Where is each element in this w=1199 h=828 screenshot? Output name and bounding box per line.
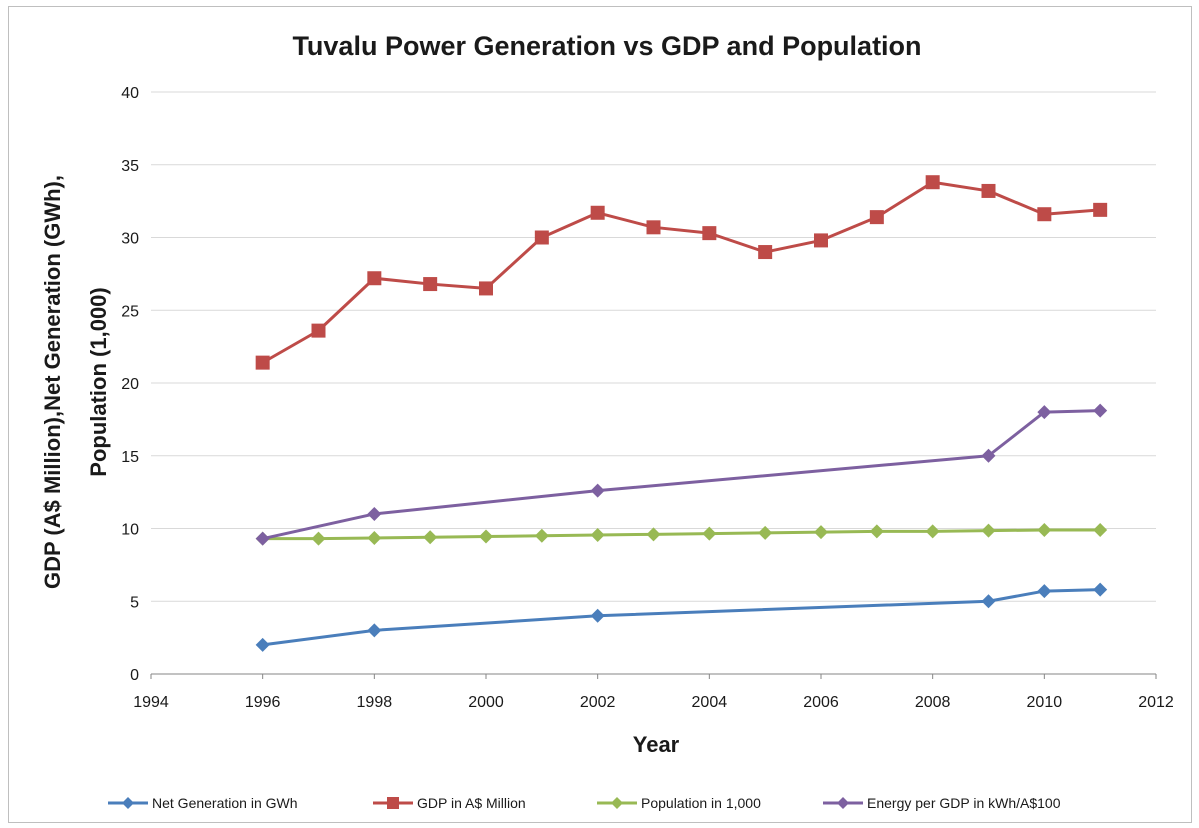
legend-label: Energy per GDP in kWh/A$100 [867, 795, 1061, 811]
data-point [814, 525, 828, 540]
x-tick-labels: 1994 1996 1998 2000 2002 2004 2006 2008 2010 2012 [133, 694, 1174, 711]
series-layer [255, 175, 1108, 652]
data-point [869, 210, 884, 225]
legend-item-1: Net Generation in GWh [108, 795, 298, 811]
data-point [534, 230, 549, 245]
x-tick-label: 2008 [915, 694, 951, 711]
series-2 [255, 175, 1108, 370]
legend-marker [387, 797, 399, 809]
series-line [262, 588, 1101, 647]
data-point [814, 233, 828, 248]
data-point [1037, 522, 1052, 537]
data-point [479, 529, 493, 544]
data-point [311, 323, 326, 338]
x-tick-label: 2012 [1138, 694, 1174, 711]
legend-marker [837, 797, 849, 809]
data-point [1093, 403, 1108, 418]
data-point [479, 281, 493, 296]
y-tick-label: 15 [121, 449, 139, 466]
data-point [925, 175, 940, 190]
data-point [367, 506, 382, 521]
chart-frame [8, 6, 1192, 823]
x-tick-label: 2002 [580, 694, 616, 711]
data-point [534, 528, 549, 543]
legend-label: Net Generation in GWh [152, 795, 298, 811]
data-point [367, 271, 382, 286]
data-point [758, 525, 773, 540]
data-point [1093, 202, 1108, 217]
x-tick-label: 2010 [1027, 694, 1063, 711]
legend-marker [611, 797, 623, 809]
data-point [367, 530, 382, 545]
data-point [590, 483, 605, 498]
data-point [423, 530, 438, 545]
legend-marker [122, 797, 134, 809]
grid [150, 91, 1157, 679]
x-tick-label: 2000 [468, 694, 504, 711]
data-point [255, 355, 270, 370]
series-3 [255, 522, 1108, 546]
data-point [1093, 582, 1108, 597]
legend-item-2: GDP in A$ Million [373, 795, 526, 811]
x-axis-label: Year [633, 732, 680, 757]
data-point [367, 623, 382, 638]
legend: Net Generation in GWh GDP in A$ Million Po… [108, 795, 1061, 811]
data-point [981, 448, 996, 463]
data-point [590, 528, 605, 543]
data-point [702, 226, 717, 241]
data-point [646, 220, 661, 235]
y-tick-label: 25 [121, 303, 139, 320]
y-tick-label: 0 [130, 667, 139, 684]
data-point [925, 524, 940, 539]
data-point [981, 594, 996, 609]
x-tick-label: 1996 [245, 694, 281, 711]
chart-title: Tuvalu Power Generation vs GDP and Popul… [292, 31, 921, 61]
x-tick-label: 2004 [692, 694, 728, 711]
x-tick-label: 1994 [133, 694, 169, 711]
x-tick-label: 2006 [803, 694, 839, 711]
y-tick-label: 35 [121, 158, 139, 175]
data-point [590, 608, 605, 623]
y-axis-label-line-2: Population (1,000) [86, 287, 111, 476]
data-point [255, 637, 270, 652]
data-point [423, 277, 438, 292]
y-tick-label: 30 [121, 231, 139, 248]
data-point [981, 523, 996, 538]
data-point [646, 527, 661, 542]
y-tick-labels: 0 5 10 15 20 25 30 35 40 [121, 85, 139, 684]
y-axis-label-line-1: GDP (A$ Million),Net Generation (GWh), [40, 175, 65, 589]
legend-item-3: Population in 1,000 [597, 795, 761, 811]
y-tick-label: 5 [130, 594, 139, 611]
y-tick-label: 10 [121, 522, 139, 539]
x-tick-label: 1998 [357, 694, 393, 711]
series-4 [255, 403, 1108, 546]
data-point [1093, 522, 1108, 537]
series-line [261, 180, 1101, 364]
y-tick-label: 40 [121, 85, 139, 102]
series-1 [255, 582, 1108, 652]
data-point [255, 531, 270, 546]
legend-label: Population in 1,000 [641, 795, 761, 811]
data-point [590, 205, 605, 220]
legend-item-4: Energy per GDP in kWh/A$100 [823, 795, 1061, 811]
series-line [262, 409, 1101, 541]
data-point [311, 531, 326, 546]
data-point [1037, 584, 1052, 599]
y-axis-label: GDP (A$ Million),Net Generation (GWh), P… [40, 175, 111, 589]
data-point [981, 183, 996, 198]
data-point [702, 526, 717, 541]
series-line [262, 528, 1101, 541]
y-tick-label: 20 [121, 376, 139, 393]
data-point [869, 524, 884, 539]
legend-label: GDP in A$ Million [417, 795, 526, 811]
data-point [1037, 207, 1052, 222]
data-point [1037, 405, 1052, 420]
data-point [758, 245, 773, 260]
